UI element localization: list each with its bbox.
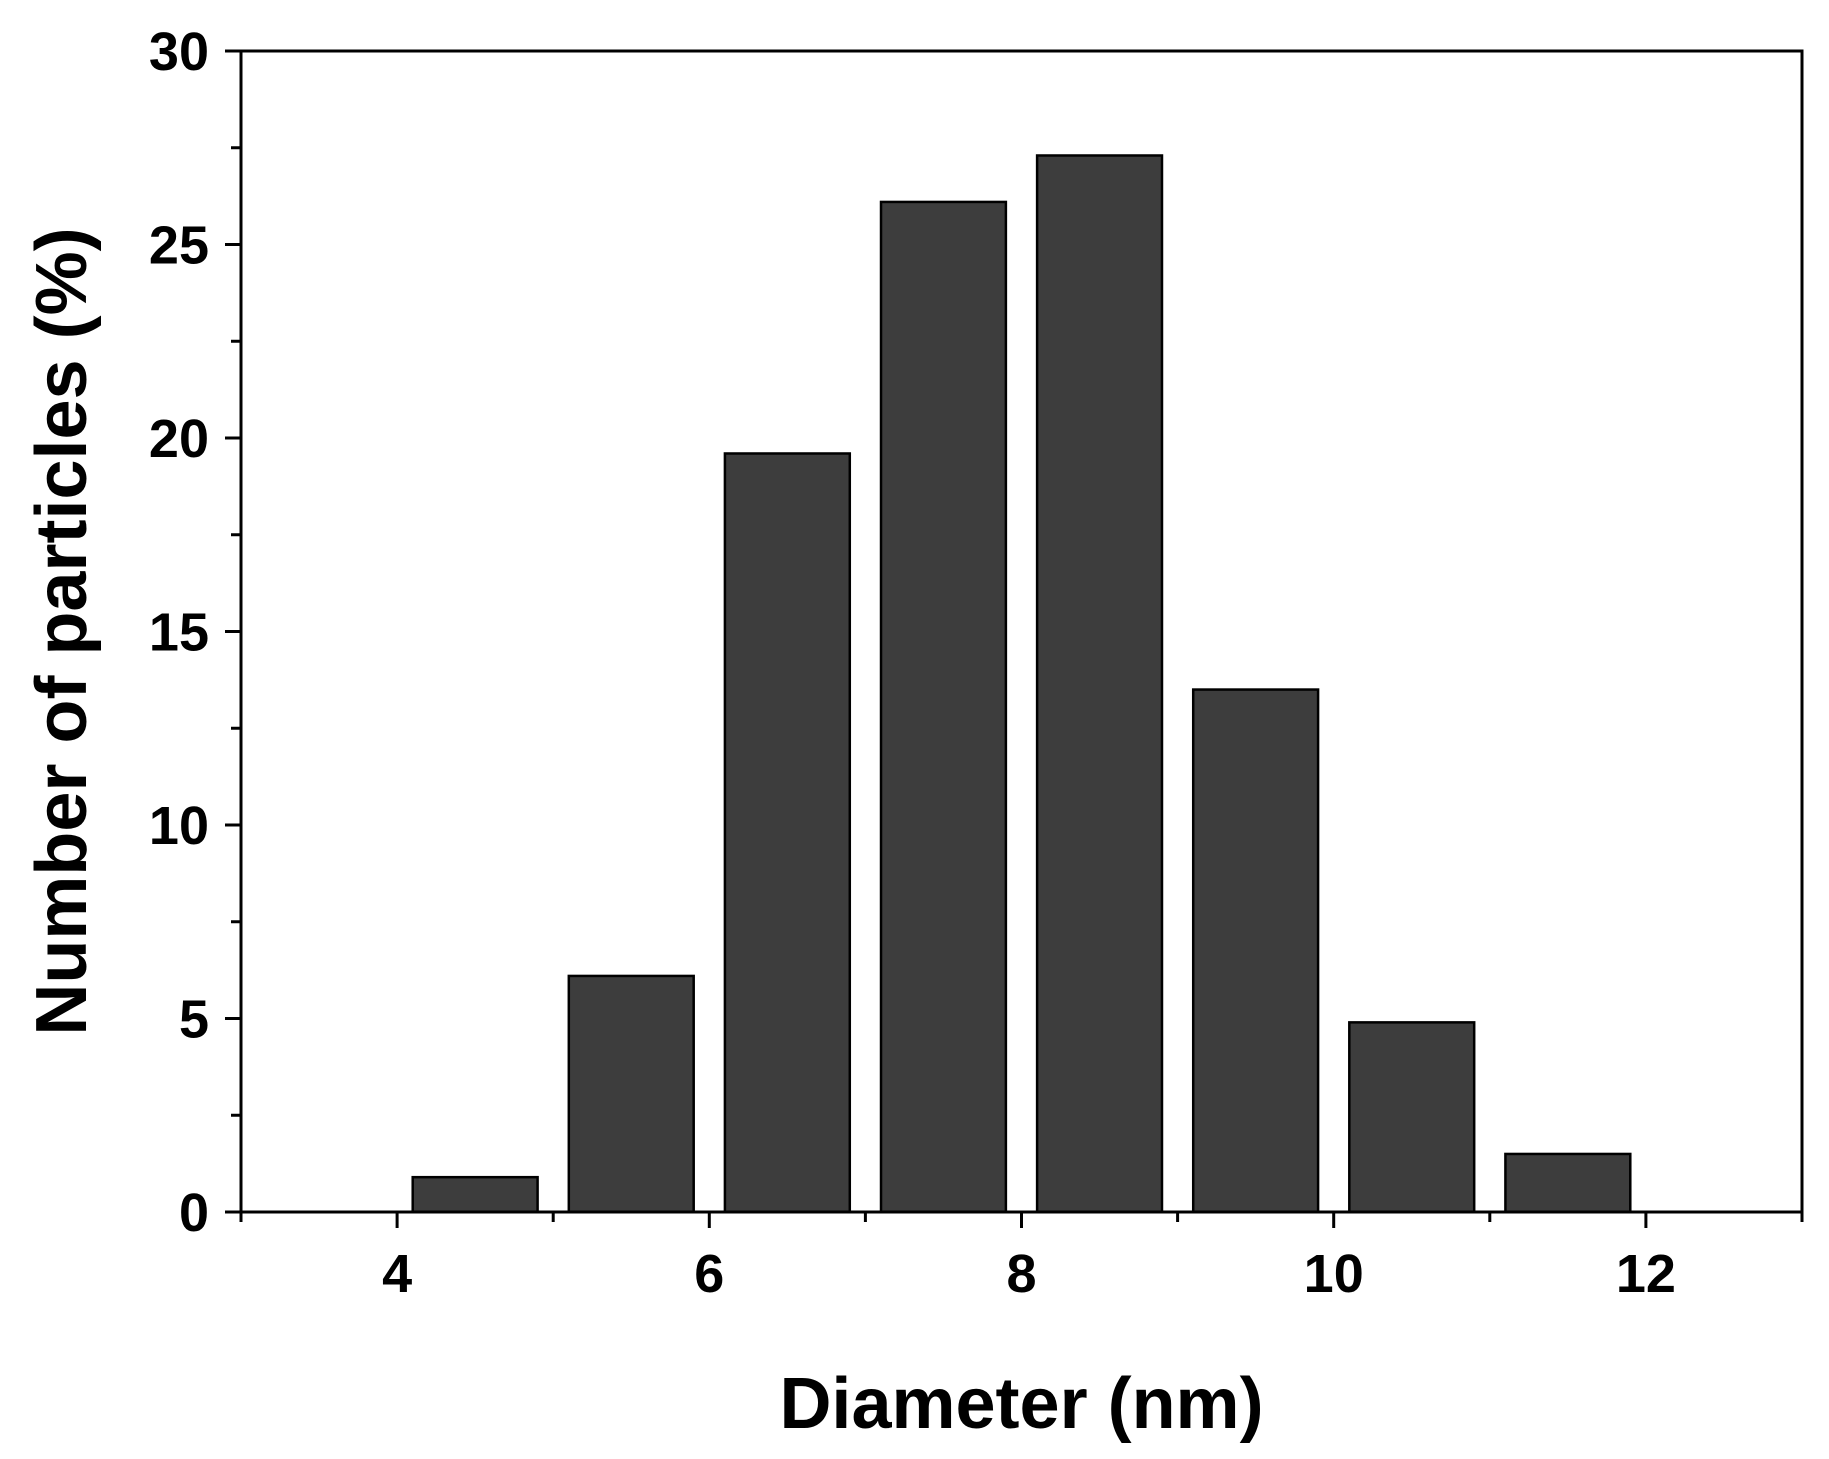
bar-3 [879, 200, 1008, 1214]
y-tick-label: 20 [149, 409, 209, 469]
x-tick-label: 8 [1006, 1244, 1036, 1304]
bar-5 [1191, 688, 1320, 1214]
y-tick-label: 15 [149, 603, 209, 663]
bars-layer [411, 154, 1632, 1214]
tick-labels-layer: 0 5 10 15 20 25 30 4 6 8 10 12 [149, 22, 1676, 1304]
y-tick-label: 30 [149, 22, 209, 82]
x-tick-label: 12 [1616, 1244, 1676, 1304]
x-tick-label: 4 [382, 1244, 412, 1304]
bar-0 [411, 1175, 539, 1214]
bar-6 [1348, 1021, 1476, 1214]
y-tick-label: 0 [179, 1183, 209, 1243]
bar-1 [567, 974, 695, 1214]
y-tick-label: 25 [149, 216, 209, 276]
x-axis-label: Diameter (nm) [779, 1364, 1263, 1444]
y-axis-label: Number of particles (%) [22, 227, 102, 1035]
bar-7 [1504, 1152, 1632, 1214]
ticks-layer [225, 49, 1804, 1228]
plot-frame [239, 49, 1804, 1214]
x-tick-label: 10 [1304, 1244, 1364, 1304]
x-tick-label: 6 [694, 1244, 724, 1304]
y-tick-label: 10 [149, 796, 209, 856]
y-tick-label: 5 [179, 990, 209, 1050]
bar-4 [1035, 154, 1164, 1214]
bar-2 [723, 452, 852, 1214]
